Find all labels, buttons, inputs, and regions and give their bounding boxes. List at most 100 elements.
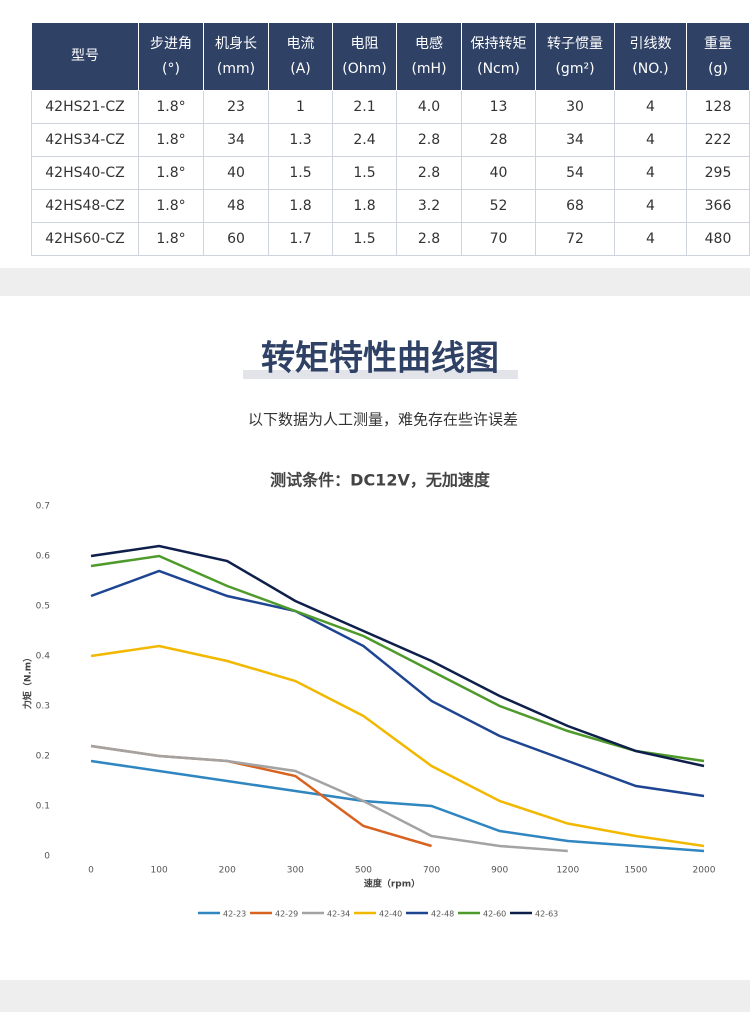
header-text: 引线数: [629, 35, 672, 52]
cell: 68: [535, 189, 615, 223]
cell: 2.8: [396, 222, 462, 256]
cell: 1.5: [332, 222, 397, 256]
x-tick-label: 900: [491, 866, 508, 876]
header-cell: 机身长 (mm): [203, 22, 269, 91]
series-line: [90, 744, 432, 848]
cell: 1.8: [268, 189, 333, 223]
cell: 42HS40-CZ: [31, 156, 139, 190]
x-tick-label: 1500: [624, 866, 647, 876]
cell: 42HS60-CZ: [31, 222, 139, 256]
legend-label: 42-23: [223, 910, 246, 919]
header-text: 转子惯量: [547, 35, 603, 52]
cell: 2.8: [396, 156, 462, 190]
cell: 34: [535, 123, 615, 157]
cell: 42HS21-CZ: [31, 90, 139, 124]
series-line: [90, 569, 705, 798]
header-text: 步进角: [150, 35, 192, 52]
cell: 3.2: [396, 189, 462, 223]
chart-title: 测试条件：DC12V，无加速度: [270, 471, 491, 490]
x-axis-label: 速度（rpm）: [364, 878, 420, 890]
x-tick-label: 2000: [693, 866, 716, 876]
cell: 4: [614, 90, 687, 124]
header-cell: 保持转矩 (Ncm): [461, 22, 536, 91]
header-text: 型号: [71, 48, 99, 64]
cell: 40: [203, 156, 269, 190]
x-tick-label: 0: [88, 866, 94, 876]
x-tick-label: 300: [287, 866, 304, 876]
header-text: (°): [162, 60, 180, 77]
row: 42HS40-CZ 1.8° 40 1.5 1.5 2.8 40 54 4 295: [31, 156, 750, 190]
cell: 4: [614, 123, 687, 157]
y-tick-label: 0.7: [36, 502, 50, 512]
y-tick-label: 0.1: [36, 802, 50, 812]
legend-label: 42-60: [483, 910, 506, 919]
cell: 4.0: [396, 90, 462, 124]
cell: 72: [535, 222, 615, 256]
section-title: 转矩特性曲线图: [261, 339, 499, 379]
row: 42HS34-CZ 1.8° 34 1.3 2.4 2.8 28 34 4 222: [31, 123, 750, 157]
cell: 1: [268, 90, 333, 124]
cell: 1.8: [332, 189, 397, 223]
cell: 13: [461, 90, 536, 124]
cell: 1.5: [268, 156, 333, 190]
cell: 2.8: [396, 123, 462, 157]
cell: 1.3: [268, 123, 333, 157]
cell: 54: [535, 156, 615, 190]
x-tick-label: 1200: [556, 866, 579, 876]
y-tick-label: 0.6: [36, 552, 51, 562]
cell: 1.8°: [138, 222, 204, 256]
legend-label: 42-40: [379, 910, 402, 919]
header-row: 型号 步进角 (°) 机身长 (mm) 电流 (A) 电阻 (Ohm) 电感 (mH) 保持转矩 (Nc…: [31, 22, 750, 91]
header-cell: 电感 (mH): [396, 22, 462, 91]
cell: 128: [686, 90, 750, 124]
title-underline: [243, 370, 518, 379]
header-text: 电感: [415, 35, 443, 52]
divider: [0, 980, 750, 1012]
header-text: 保持转矩: [470, 35, 527, 52]
header-text: (gm²): [555, 60, 595, 77]
header-text: (Ohm): [342, 60, 387, 77]
series-line: [90, 744, 568, 853]
cell: 222: [686, 123, 750, 157]
cell: 52: [461, 189, 536, 223]
y-axis-label: 力矩（N.m）: [22, 653, 34, 709]
header-text: (Ncm): [477, 60, 520, 77]
header-text: (g): [708, 60, 728, 77]
x-tick-label: 100: [151, 866, 168, 876]
row: 42HS48-CZ 1.8° 48 1.8 1.8 3.2 52 68 4 366: [31, 189, 750, 223]
header-cell: 电阻 (Ohm): [332, 22, 397, 91]
divider: [0, 268, 750, 296]
header-text: 重量: [704, 35, 732, 52]
cell: 28: [461, 123, 536, 157]
x-tick-label: 500: [355, 866, 372, 876]
header-cell: 步进角 (°): [138, 22, 204, 91]
series-line: [90, 644, 705, 848]
x-tick-label: 200: [219, 866, 236, 876]
spec-table: 型号 步进角 (°) 机身长 (mm) 电流 (A) 电阻 (Ohm) 电感 (mH) 保持转矩 (Nc…: [31, 22, 750, 256]
cell: 42HS48-CZ: [31, 189, 139, 223]
row: 42HS21-CZ 1.8° 23 1 2.1 4.0 13 30 4 128: [31, 90, 750, 124]
cell: 30: [535, 90, 615, 124]
header-text: (A): [290, 60, 311, 77]
cell: 1.8°: [138, 90, 204, 124]
cell: 2.4: [332, 123, 397, 157]
header-text: 电流: [286, 35, 315, 52]
header-text: 电阻: [350, 35, 379, 52]
cell: 1.8°: [138, 123, 204, 157]
cell: 48: [203, 189, 269, 223]
y-tick-label: 0.3: [36, 702, 50, 712]
cell: 1.8°: [138, 156, 204, 190]
row: 42HS60-CZ 1.8° 60 1.7 1.5 2.8 70 72 4 480: [31, 222, 750, 256]
y-tick-label: 0.5: [36, 602, 50, 612]
legend-label: 42-48: [431, 910, 454, 919]
y-tick-label: 0.2: [36, 752, 50, 762]
cell: 4: [614, 156, 687, 190]
legend-label: 42-29: [275, 910, 298, 919]
legend-label: 42-34: [327, 910, 350, 919]
cell: 4: [614, 222, 687, 256]
cell: 2.1: [332, 90, 397, 124]
cell: 40: [461, 156, 536, 190]
cell: 23: [203, 90, 269, 124]
header-cell: 电流 (A): [268, 22, 333, 91]
legend-label: 42-63: [535, 910, 558, 919]
